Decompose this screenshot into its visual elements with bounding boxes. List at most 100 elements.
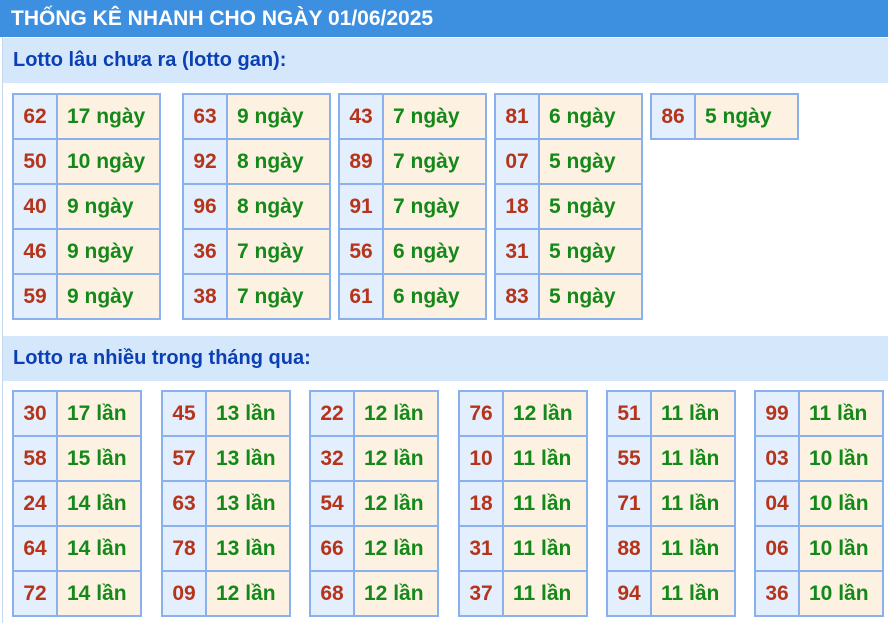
- table-row: 91 7 ngày: [338, 183, 487, 230]
- count-cell: 14 lần: [56, 480, 142, 527]
- count-cell: 7 ngày: [226, 228, 331, 275]
- table-row: 94 11 lần: [606, 570, 736, 617]
- table-row: 40 9 ngày: [12, 183, 161, 230]
- count-cell: 12 lần: [353, 435, 439, 482]
- number-cell: 30: [12, 390, 58, 437]
- count-cell: 14 lần: [56, 570, 142, 617]
- number-cell: 46: [12, 228, 58, 275]
- count-cell: 10 lần: [798, 435, 884, 482]
- count-cell: 9 ngày: [56, 183, 161, 230]
- count-cell: 5 ngày: [538, 183, 643, 230]
- number-cell: 58: [12, 435, 58, 482]
- table-row: 92 8 ngày: [182, 138, 331, 185]
- number-cell: 68: [309, 570, 355, 617]
- table-row: 43 7 ngày: [338, 93, 487, 140]
- number-cell: 86: [650, 93, 696, 140]
- page-title: THỐNG KÊ NHANH CHO NGÀY 01/06/2025: [0, 0, 888, 37]
- number-cell: 59: [12, 273, 58, 320]
- table-row: 22 12 lần: [309, 390, 439, 437]
- number-cell: 72: [12, 570, 58, 617]
- nhieu-table: 76 12 lần 10 11 lần 18 11 lần 31 11 lần 37 11 lần: [458, 390, 588, 617]
- table-row: 36 7 ngày: [182, 228, 331, 275]
- table-row: 66 12 lần: [309, 525, 439, 572]
- count-cell: 9 ngày: [56, 228, 161, 275]
- number-cell: 78: [161, 525, 207, 572]
- count-cell: 6 ngày: [382, 273, 487, 320]
- count-cell: 11 lần: [798, 390, 884, 437]
- count-cell: 11 lần: [502, 525, 588, 572]
- table-row: 55 11 lần: [606, 435, 736, 482]
- number-cell: 57: [161, 435, 207, 482]
- number-cell: 03: [754, 435, 800, 482]
- number-cell: 38: [182, 273, 228, 320]
- number-cell: 51: [606, 390, 652, 437]
- number-cell: 18: [458, 480, 504, 527]
- gan-table: 43 7 ngày 89 7 ngày 91 7 ngày 56 6 ngày 61 6 ngày: [338, 93, 487, 320]
- count-cell: 13 lần: [205, 525, 291, 572]
- number-cell: 62: [12, 93, 58, 140]
- number-cell: 31: [458, 525, 504, 572]
- table-row: 10 11 lần: [458, 435, 588, 482]
- number-cell: 10: [458, 435, 504, 482]
- count-cell: 17 ngày: [56, 93, 161, 140]
- number-cell: 09: [161, 570, 207, 617]
- number-cell: 89: [338, 138, 384, 185]
- count-cell: 5 ngày: [538, 138, 643, 185]
- table-row: 56 6 ngày: [338, 228, 487, 275]
- number-cell: 36: [182, 228, 228, 275]
- content-frame: [2, 37, 888, 623]
- number-cell: 56: [338, 228, 384, 275]
- table-row: 37 11 lần: [458, 570, 588, 617]
- count-cell: 6 ngày: [538, 93, 643, 140]
- nhieu-heading: Lotto ra nhiều trong tháng qua:: [3, 336, 888, 381]
- gan-table: 86 5 ngày: [650, 93, 799, 140]
- number-cell: 22: [309, 390, 355, 437]
- count-cell: 5 ngày: [538, 228, 643, 275]
- count-cell: 10 lần: [798, 570, 884, 617]
- table-row: 09 12 lần: [161, 570, 291, 617]
- count-cell: 17 lần: [56, 390, 142, 437]
- count-cell: 13 lần: [205, 390, 291, 437]
- count-cell: 12 lần: [205, 570, 291, 617]
- number-cell: 37: [458, 570, 504, 617]
- table-row: 46 9 ngày: [12, 228, 161, 275]
- number-cell: 63: [182, 93, 228, 140]
- table-row: 88 11 lần: [606, 525, 736, 572]
- number-cell: 64: [12, 525, 58, 572]
- number-cell: 81: [494, 93, 540, 140]
- count-cell: 12 lần: [502, 390, 588, 437]
- table-row: 57 13 lần: [161, 435, 291, 482]
- number-cell: 31: [494, 228, 540, 275]
- count-cell: 11 lần: [502, 570, 588, 617]
- table-row: 63 9 ngày: [182, 93, 331, 140]
- number-cell: 88: [606, 525, 652, 572]
- table-row: 72 14 lần: [12, 570, 142, 617]
- table-row: 06 10 lần: [754, 525, 884, 572]
- count-cell: 10 lần: [798, 480, 884, 527]
- number-cell: 40: [12, 183, 58, 230]
- gan-heading: Lotto lâu chưa ra (lotto gan):: [3, 38, 888, 83]
- number-cell: 96: [182, 183, 228, 230]
- count-cell: 8 ngày: [226, 183, 331, 230]
- table-row: 59 9 ngày: [12, 273, 161, 320]
- count-cell: 15 lần: [56, 435, 142, 482]
- gan-table: 63 9 ngày 92 8 ngày 96 8 ngày 36 7 ngày 38 7 ngày: [182, 93, 331, 320]
- table-row: 54 12 lần: [309, 480, 439, 527]
- count-cell: 11 lần: [650, 435, 736, 482]
- count-cell: 11 lần: [650, 525, 736, 572]
- count-cell: 7 ngày: [382, 183, 487, 230]
- table-row: 89 7 ngày: [338, 138, 487, 185]
- count-cell: 11 lần: [650, 570, 736, 617]
- number-cell: 43: [338, 93, 384, 140]
- table-row: 07 5 ngày: [494, 138, 643, 185]
- nhieu-table: 45 13 lần 57 13 lần 63 13 lần 78 13 lần 09 12 lần: [161, 390, 291, 617]
- number-cell: 07: [494, 138, 540, 185]
- count-cell: 12 lần: [353, 570, 439, 617]
- table-row: 18 11 lần: [458, 480, 588, 527]
- table-row: 68 12 lần: [309, 570, 439, 617]
- number-cell: 04: [754, 480, 800, 527]
- number-cell: 06: [754, 525, 800, 572]
- count-cell: 12 lần: [353, 525, 439, 572]
- number-cell: 63: [161, 480, 207, 527]
- count-cell: 11 lần: [650, 390, 736, 437]
